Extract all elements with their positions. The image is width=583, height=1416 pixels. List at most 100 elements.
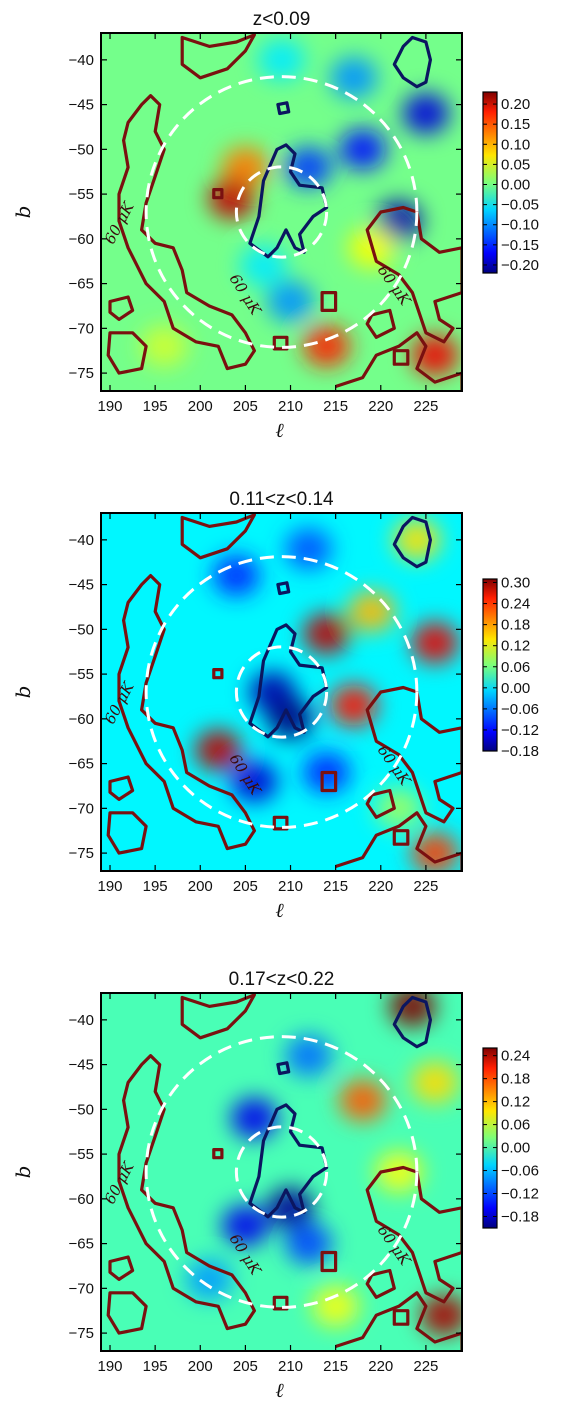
heatmap-blob <box>402 92 450 135</box>
x-tick-label: 225 <box>413 1358 438 1375</box>
search-circle <box>144 1035 419 1309</box>
colorbar-tick-label: −0.12 <box>501 722 539 739</box>
colorbar-tick-label: 0.12 <box>501 638 530 655</box>
x-tick-label: 190 <box>98 1358 123 1375</box>
x-tick-label: 210 <box>278 878 303 895</box>
y-tick-label: −55 <box>69 1146 94 1163</box>
hot-contour <box>335 1291 462 1351</box>
x-tick-label: 190 <box>98 398 123 415</box>
colorbar-tick-label: 0.18 <box>501 1071 530 1088</box>
x-tick-label: 220 <box>368 1358 393 1375</box>
hot-contour <box>320 1250 338 1273</box>
colorbar-gradient <box>482 1047 498 1229</box>
colorbar-tick-label: 0.06 <box>501 1117 530 1134</box>
heatmap-blob <box>330 56 378 99</box>
cold-contour <box>392 35 432 89</box>
hot-contour <box>106 811 148 855</box>
colorbar-tick-label: 0.20 <box>501 96 530 113</box>
colorbar-tick-label: 0.05 <box>501 156 530 173</box>
colorbar-gradient <box>482 91 498 274</box>
heatmap-field <box>101 993 462 1351</box>
y-axis-label: b <box>11 206 35 219</box>
y-axis-label: b <box>11 1166 35 1179</box>
colorbar-tick-label: −0.18 <box>501 1209 539 1226</box>
hot-contour <box>106 1291 148 1335</box>
x-tick-label: 200 <box>188 398 213 415</box>
heatmap-blob <box>285 146 333 189</box>
hot-contour <box>365 685 462 824</box>
panel-title: 0.11<z<0.14 <box>229 489 334 510</box>
x-axis-label: ℓ <box>275 898 284 922</box>
cold-contour <box>276 1061 291 1076</box>
panel-title: 0.17<z<0.22 <box>229 969 335 990</box>
y-tick-label: −75 <box>69 845 94 862</box>
colorbar-tick-label: 0.12 <box>501 1094 530 1111</box>
y-tick-label: −70 <box>69 1280 94 1297</box>
x-tick-label: 215 <box>323 398 348 415</box>
heatmap-blob <box>140 325 188 368</box>
y-tick-label: −55 <box>69 666 94 683</box>
colorbar-tick-label: −0.20 <box>501 257 539 274</box>
colorbar-tick-label: −0.12 <box>501 1186 539 1203</box>
heatmap-blob <box>258 39 305 81</box>
colorbar-tick-label: −0.05 <box>501 197 539 214</box>
y-tick-label: −65 <box>69 756 94 773</box>
colorbar: 0.24 0.18 0.12 0.06 0.00 −0.06 −0.12 −0.18 <box>482 1047 539 1229</box>
x-tick-label: 200 <box>188 1358 213 1375</box>
hot-contour <box>335 331 462 391</box>
heatmap-blob <box>303 325 351 368</box>
hot-contour <box>320 770 338 793</box>
colorbar-tick-label: 0.30 <box>501 575 530 592</box>
y-tick-label: −60 <box>69 711 94 728</box>
heatmap-blob <box>330 684 378 727</box>
heatmap-blob <box>339 1079 387 1122</box>
contour-layer <box>106 993 462 1351</box>
heatmap-blob <box>285 528 333 570</box>
heatmap-blob <box>348 590 396 633</box>
hot-contour <box>106 331 148 375</box>
x-tick-label: 205 <box>233 398 258 415</box>
heatmap-blob <box>411 832 459 871</box>
y-tick-label: −60 <box>69 231 94 248</box>
heatmap-blob <box>221 1204 269 1247</box>
cold-contour <box>276 581 291 596</box>
x-tick-label: 225 <box>413 398 438 415</box>
cold-contour <box>392 995 432 1049</box>
hot-contour <box>392 349 410 366</box>
x-tick-label: 210 <box>278 398 303 415</box>
heatmap-field <box>101 33 462 391</box>
hot-contour <box>108 295 135 321</box>
colorbar-tick-label: 0.00 <box>501 680 530 697</box>
colorbar-tick-label: −0.15 <box>501 237 539 254</box>
hot-contour <box>180 33 256 80</box>
panel-title: z<0.09 <box>253 9 311 30</box>
colorbar-tick-label: 0.00 <box>501 177 530 194</box>
colorbar-tick-label: −0.10 <box>501 217 539 234</box>
x-tick-label: 225 <box>413 878 438 895</box>
x-tick-label: 210 <box>278 1358 303 1375</box>
heatmap-blob <box>212 554 260 597</box>
y-axis-label: b <box>11 686 35 699</box>
hot-contour <box>108 775 135 801</box>
colorbar-tick-label: 0.24 <box>501 1048 530 1065</box>
hot-contour <box>365 1165 462 1304</box>
hot-contour <box>108 1255 135 1281</box>
heatmap-blob <box>411 1061 459 1104</box>
heatmap-blob <box>221 146 269 189</box>
hot-contour <box>365 308 396 339</box>
plot-frame <box>100 32 463 392</box>
colorbar: 0.30 0.24 0.18 0.12 0.06 0.00 −0.06 −0.12 −0.18 <box>482 575 539 760</box>
search-circle <box>144 75 419 349</box>
x-tick-label: 220 <box>368 398 393 415</box>
hot-contour <box>365 788 396 819</box>
x-axis-label: ℓ <box>275 418 284 442</box>
y-tick-label: −75 <box>69 1325 94 1342</box>
heatmap-blob <box>230 760 278 803</box>
heatmap-blob <box>230 1097 278 1140</box>
heatmap-blob <box>411 622 459 664</box>
hot-contour <box>365 205 462 344</box>
hot-contour <box>272 335 289 351</box>
hot-contour <box>392 829 410 846</box>
